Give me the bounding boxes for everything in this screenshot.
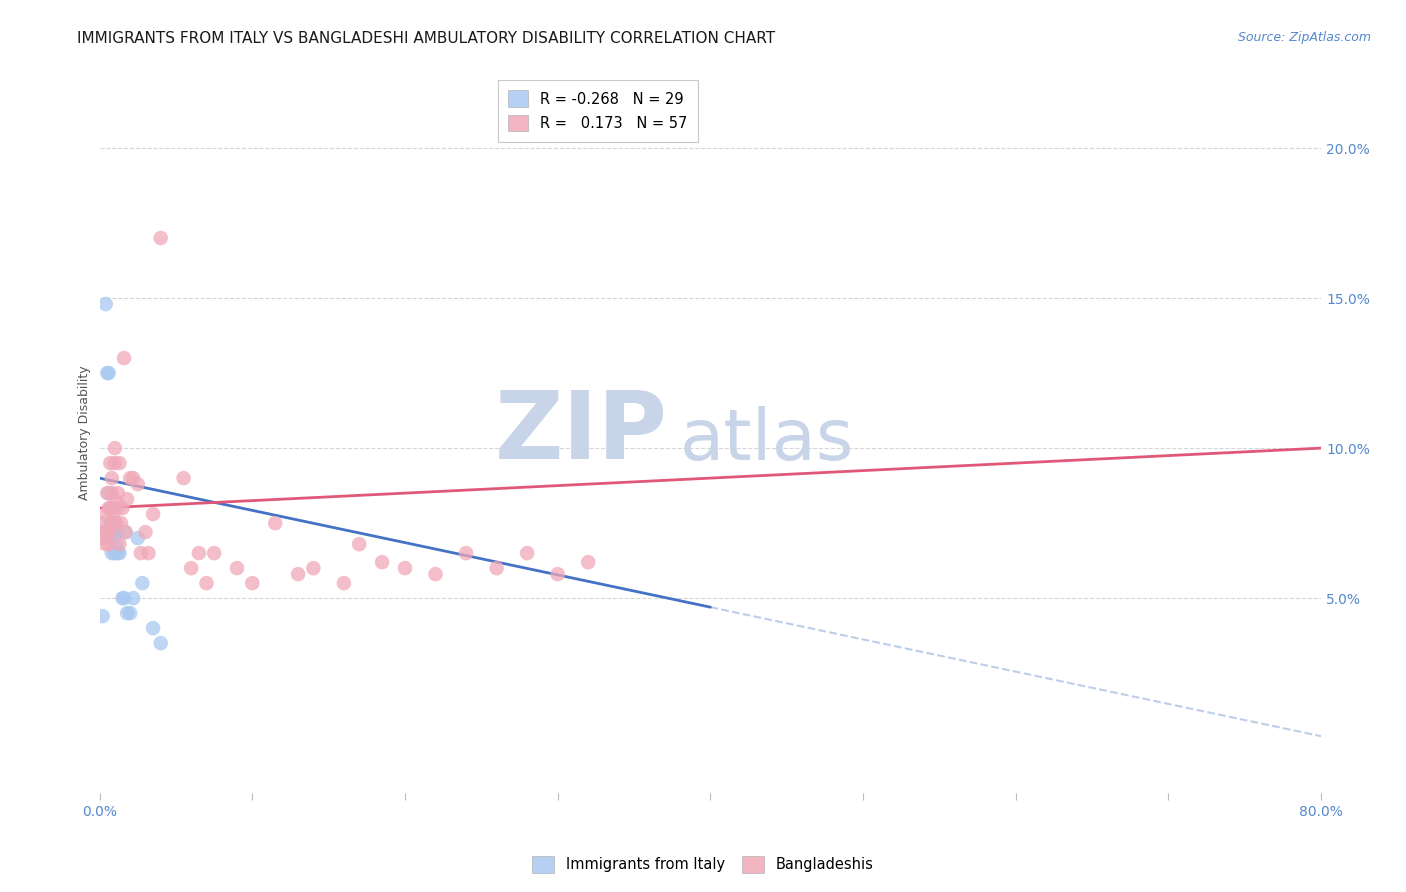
Point <box>94 297 117 311</box>
Text: IMMIGRANTS FROM ITALY VS BANGLADESHI AMBULATORY DISABILITY CORRELATION CHART: IMMIGRANTS FROM ITALY VS BANGLADESHI AMB… <box>77 31 776 46</box>
Point <box>105 537 128 551</box>
Point <box>111 501 134 516</box>
Point <box>107 501 129 516</box>
Point <box>142 621 165 635</box>
Point <box>122 471 145 485</box>
Point <box>107 486 129 500</box>
Point <box>104 456 127 470</box>
Point <box>107 546 129 560</box>
Legend: R = -0.268   N = 29, R =   0.173   N = 57: R = -0.268 N = 29, R = 0.173 N = 57 <box>498 80 697 142</box>
Point <box>114 525 136 540</box>
Point <box>576 555 599 569</box>
Point <box>105 525 128 540</box>
Point <box>264 516 287 530</box>
Point <box>101 486 124 500</box>
Point <box>97 537 120 551</box>
Point <box>394 561 416 575</box>
Point <box>108 546 131 560</box>
Point <box>97 501 120 516</box>
Point <box>226 561 249 575</box>
Point <box>149 231 172 245</box>
Point <box>105 516 128 530</box>
Point <box>112 351 135 365</box>
Point <box>120 606 142 620</box>
Point <box>97 486 120 500</box>
Point <box>120 471 142 485</box>
Point <box>105 495 128 509</box>
Point <box>287 567 309 582</box>
Point <box>101 525 124 540</box>
Point <box>91 609 114 624</box>
Legend: Immigrants from Italy, Bangladeshis: Immigrants from Italy, Bangladeshis <box>524 849 882 880</box>
Point <box>138 546 160 560</box>
Point <box>425 567 447 582</box>
Point <box>104 546 127 560</box>
Point <box>90 531 112 545</box>
Point <box>101 516 124 530</box>
Point <box>103 531 125 545</box>
Point <box>103 507 125 521</box>
Point <box>547 567 569 582</box>
Point <box>96 525 118 540</box>
Text: ZIP: ZIP <box>495 387 668 479</box>
Point <box>103 516 125 530</box>
Y-axis label: Ambulatory Disability: Ambulatory Disability <box>79 366 91 500</box>
Point <box>129 546 152 560</box>
Text: atlas: atlas <box>681 406 855 475</box>
Point <box>104 516 127 530</box>
Point <box>96 486 118 500</box>
Point <box>195 576 218 591</box>
Point <box>108 456 131 470</box>
Point <box>149 636 172 650</box>
Point <box>333 576 356 591</box>
Point <box>93 516 115 530</box>
Point <box>114 525 136 540</box>
Point <box>98 501 121 516</box>
Point <box>180 561 202 575</box>
Point <box>104 441 127 455</box>
Point <box>516 546 538 560</box>
Point <box>98 516 121 530</box>
Point <box>302 561 325 575</box>
Point <box>101 471 124 485</box>
Point <box>98 525 121 540</box>
Point <box>131 576 153 591</box>
Point <box>371 555 394 569</box>
Point <box>240 576 263 591</box>
Point <box>127 531 149 545</box>
Point <box>112 591 135 606</box>
Point <box>110 516 132 530</box>
Point <box>96 366 118 380</box>
Point <box>98 456 121 470</box>
Point <box>142 507 165 521</box>
Point <box>101 501 124 516</box>
Point <box>108 537 131 551</box>
Point <box>104 525 127 540</box>
Point <box>187 546 209 560</box>
Point <box>347 537 370 551</box>
Point <box>115 606 138 620</box>
Point <box>101 546 124 560</box>
Point <box>202 546 225 560</box>
Point <box>454 546 477 560</box>
Point <box>103 516 125 530</box>
Point <box>134 525 156 540</box>
Point <box>127 477 149 491</box>
Point <box>91 525 114 540</box>
Point <box>111 591 134 606</box>
Point <box>173 471 195 485</box>
Point <box>94 507 117 521</box>
Point <box>94 537 117 551</box>
Point <box>485 561 508 575</box>
Point <box>115 492 138 507</box>
Point <box>122 591 145 606</box>
Text: Source: ZipAtlas.com: Source: ZipAtlas.com <box>1237 31 1371 45</box>
Point <box>97 366 120 380</box>
